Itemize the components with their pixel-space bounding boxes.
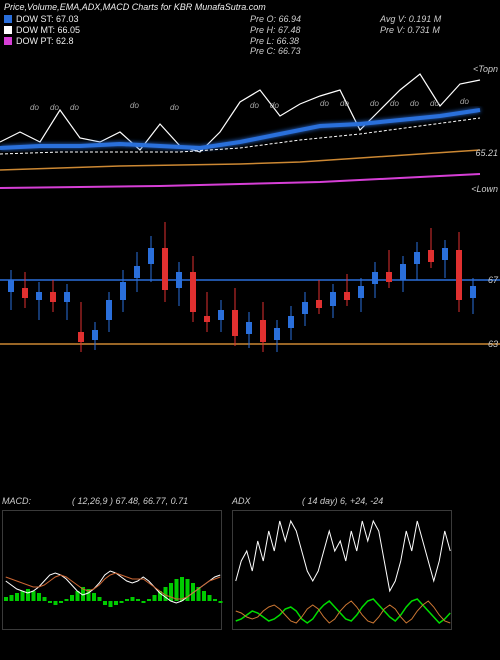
legend-item: DOW ST: 67.03 [4, 14, 80, 24]
ema-overlay-panel: dodododododododododododododo<Topn65.21<L… [0, 60, 500, 190]
legend-item: DOW PT: 62.8 [4, 36, 80, 46]
macd-panel [2, 510, 222, 630]
svg-text:do: do [340, 99, 349, 108]
legend-swatch [4, 37, 12, 45]
adx-panel [232, 510, 452, 630]
legend-swatch [4, 15, 12, 23]
axis-label: 63 [488, 339, 498, 349]
svg-text:do: do [70, 103, 79, 112]
adx-label: ADX [232, 496, 251, 506]
svg-text:do: do [50, 103, 59, 112]
svg-text:do: do [370, 99, 379, 108]
svg-text:do: do [30, 103, 39, 112]
axis-label: 65.21 [475, 148, 498, 158]
legend-label: DOW MT: 66.05 [16, 25, 80, 35]
stats-volume: Avg V: 0.191 MPre V: 0.731 M [380, 14, 441, 36]
legend-item: DOW MT: 66.05 [4, 25, 80, 35]
macd-label: MACD: [2, 496, 31, 506]
svg-text:do: do [250, 101, 259, 110]
svg-text:do: do [410, 99, 419, 108]
macd-params: ( 12,26,9 ) 67.48, 66.77, 0.71 [72, 496, 188, 506]
svg-text:do: do [460, 97, 469, 106]
axis-label: <Topn [473, 64, 498, 74]
svg-text:do: do [320, 99, 329, 108]
legend-label: DOW ST: 67.03 [16, 14, 79, 24]
svg-text:do: do [390, 99, 399, 108]
svg-text:do: do [270, 101, 279, 110]
legend-label: DOW PT: 62.8 [16, 36, 74, 46]
chart-title: Price,Volume,EMA,ADX,MACD Charts for KBR… [4, 2, 266, 12]
adx-params: ( 14 day) 6, +24, -24 [302, 496, 383, 506]
svg-text:do: do [170, 103, 179, 112]
stats-ohlc: Pre O: 66.94Pre H: 67.48Pre L: 66.38Pre … [250, 14, 301, 57]
legend-swatch [4, 26, 12, 34]
svg-text:do: do [430, 99, 439, 108]
axis-label: 67 [488, 275, 498, 285]
legend: DOW ST: 67.03DOW MT: 66.05DOW PT: 62.8 [4, 14, 80, 47]
candlestick-panel: 67 63 [0, 192, 500, 362]
svg-text:do: do [130, 101, 139, 110]
